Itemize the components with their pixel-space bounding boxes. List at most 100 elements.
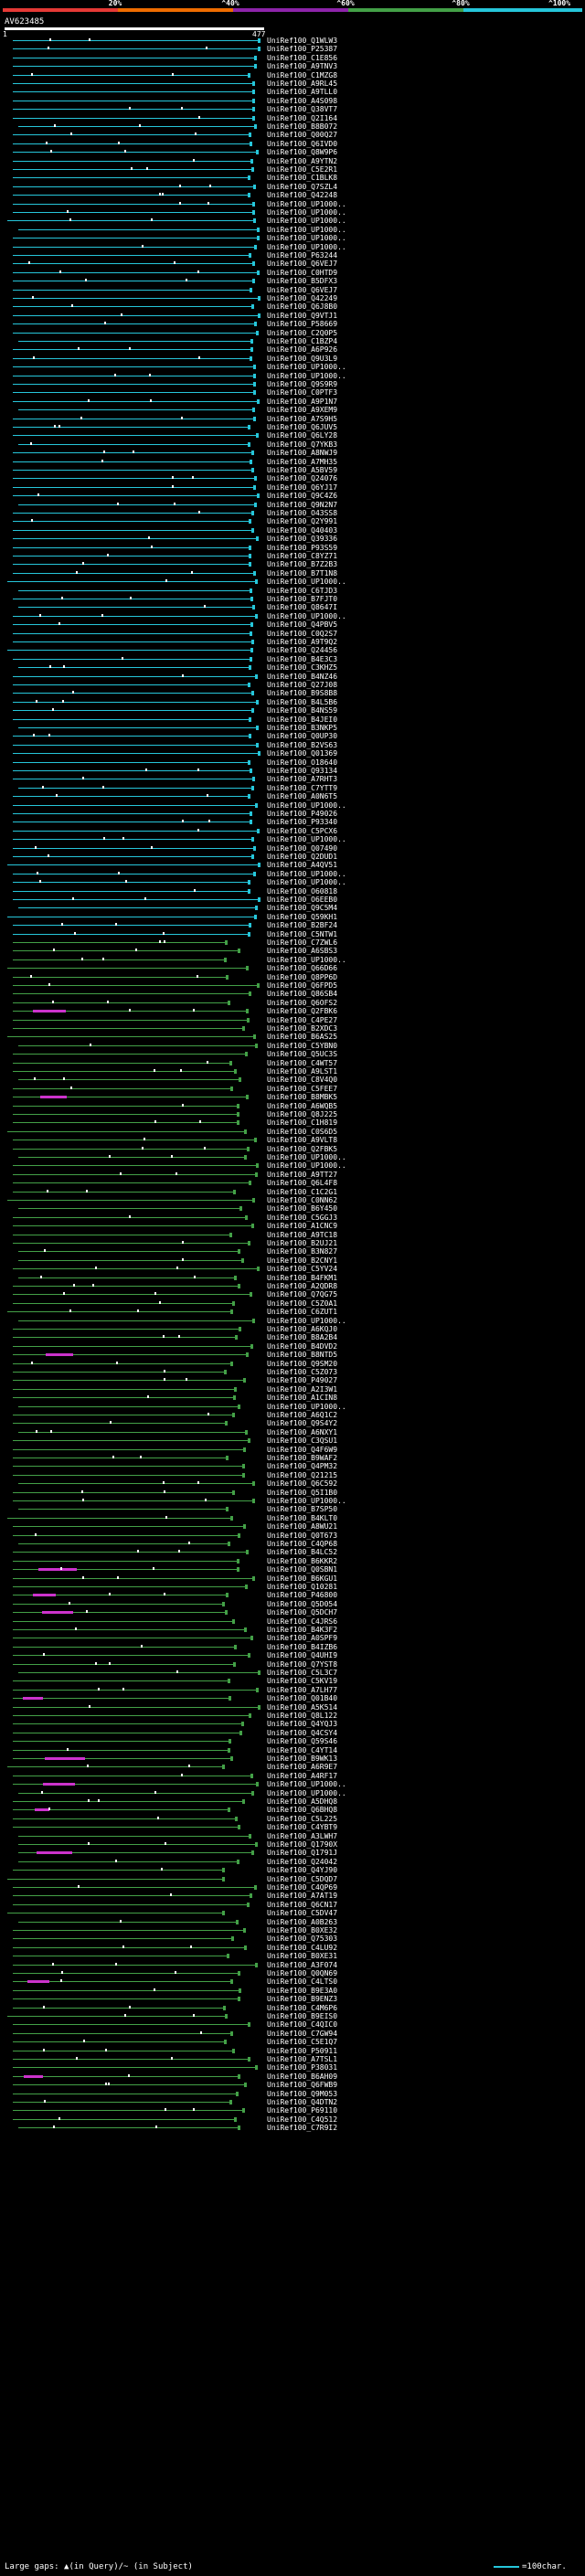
- hit-row[interactable]: UniRef100_C4QP68: [0, 1540, 585, 1548]
- hit-label[interactable]: UniRef100_Q9S4Y2: [267, 1419, 338, 1428]
- hit-row[interactable]: UniRef100_Q75303: [0, 1935, 585, 1943]
- hit-label[interactable]: UniRef100_Q8J225: [267, 1110, 338, 1118]
- hit-label[interactable]: UniRef100_Q4YJ90: [267, 1866, 338, 1875]
- hit-label[interactable]: UniRef100_C4Q512: [267, 2115, 338, 2124]
- hit-row[interactable]: UniRef100_Q4F6W9: [0, 1446, 585, 1454]
- hit-label[interactable]: UniRef100_A9TNV3: [267, 62, 338, 71]
- hit-row[interactable]: UniRef100_C0NN62: [0, 1196, 585, 1204]
- hit-label[interactable]: UniRef100_C0HTD9: [267, 268, 338, 277]
- hit-row[interactable]: UniRef100_B3N827: [0, 1247, 585, 1256]
- hit-label[interactable]: UniRef100_Q7QG75: [267, 1290, 338, 1299]
- hit-row[interactable]: UniRef100_C4Q512: [0, 2115, 585, 2124]
- hit-label[interactable]: UniRef100_C5DQD7: [267, 1874, 338, 1883]
- hit-label[interactable]: UniRef100_A2I3W1: [267, 1384, 338, 1394]
- hit-label[interactable]: UniRef100_UP1000..: [267, 363, 346, 372]
- hit-row[interactable]: UniRef100_Q07490: [0, 844, 585, 853]
- hit-row[interactable]: UniRef100_Q00Q27: [0, 131, 585, 139]
- hit-row[interactable]: UniRef100_Q9S4Y2: [0, 1419, 585, 1427]
- hit-row[interactable]: UniRef100_B8NTD5: [0, 1351, 585, 1359]
- hit-label[interactable]: UniRef100_Q6VEJ7: [267, 285, 338, 294]
- hit-row[interactable]: UniRef100_C3KHZ5: [0, 663, 585, 672]
- hit-label[interactable]: UniRef100_Q4UHI9: [267, 1651, 338, 1660]
- hit-label[interactable]: UniRef100_UP1000..: [267, 1780, 346, 1789]
- hit-label[interactable]: UniRef100_B9EIS0: [267, 2012, 338, 2020]
- hit-row[interactable]: UniRef100_Q1WLW3: [0, 37, 585, 45]
- hit-row[interactable]: UniRef100_B2CNY1: [0, 1256, 585, 1265]
- hit-row[interactable]: UniRef100_UP1000..: [0, 1161, 585, 1170]
- hit-row[interactable]: UniRef100_C5DQD7: [0, 1875, 585, 1883]
- hit-label[interactable]: UniRef100_UP1000..: [267, 234, 346, 243]
- hit-label[interactable]: UniRef100_B9E3A0: [267, 1986, 338, 1995]
- hit-row[interactable]: UniRef100_A5BV59: [0, 466, 585, 474]
- hit-label[interactable]: UniRef100_C5YV24: [267, 1265, 338, 1274]
- hit-row[interactable]: UniRef100_Q21215: [0, 1471, 585, 1479]
- hit-row[interactable]: UniRef100_A7LH77: [0, 1686, 585, 1694]
- hit-row[interactable]: UniRef100_B0XE31: [0, 1952, 585, 1960]
- hit-row[interactable]: UniRef100_C1MZG8: [0, 71, 585, 80]
- hit-row[interactable]: UniRef100_C4LTS0: [0, 1977, 585, 1986]
- hit-label[interactable]: UniRef100_Q6BHQ8: [267, 1806, 338, 1815]
- hit-row[interactable]: UniRef100_O18640: [0, 758, 585, 767]
- hit-label[interactable]: UniRef100_O43SS8: [267, 509, 338, 517]
- hit-row[interactable]: UniRef100_Q5D054: [0, 1600, 585, 1608]
- hit-row[interactable]: UniRef100_Q24456: [0, 646, 585, 654]
- hit-row[interactable]: UniRef100_C1BZP4: [0, 337, 585, 345]
- hit-row[interactable]: UniRef100_C4QIC0: [0, 2020, 585, 2029]
- hit-label[interactable]: UniRef100_A9LST1: [267, 1067, 338, 1076]
- hit-row[interactable]: UniRef100_A1CIN8: [0, 1394, 585, 1402]
- hit-label[interactable]: UniRef100_B6Y450: [267, 1204, 338, 1214]
- hit-row[interactable]: UniRef100_Q24042: [0, 1858, 585, 1866]
- hit-label[interactable]: UniRef100_C7ZWL6: [267, 938, 338, 947]
- hit-row[interactable]: UniRef100_B7FJT0: [0, 595, 585, 603]
- hit-row[interactable]: UniRef100_Q42248: [0, 191, 585, 199]
- hit-row[interactable]: UniRef100_Q6LY28: [0, 431, 585, 440]
- hit-row[interactable]: UniRef100_Q6FPD5: [0, 981, 585, 990]
- hit-row[interactable]: UniRef100_Q4YJ90: [0, 1866, 585, 1874]
- hit-label[interactable]: UniRef100_Q40403: [267, 525, 338, 535]
- hit-label[interactable]: UniRef100_Q86SB4: [267, 990, 338, 999]
- hit-label[interactable]: UniRef100_Q9C5M4: [267, 904, 338, 913]
- hit-label[interactable]: UniRef100_P46800: [267, 1591, 338, 1600]
- hit-label[interactable]: UniRef100_Q0UP30: [267, 732, 338, 741]
- hit-row[interactable]: UniRef100_A9TNV3: [0, 62, 585, 70]
- hit-label[interactable]: UniRef100_B4DVD2: [267, 1341, 338, 1351]
- hit-label[interactable]: UniRef100_Q6OFS2: [267, 998, 338, 1007]
- hit-label[interactable]: UniRef100_UP1000..: [267, 225, 346, 234]
- hit-label[interactable]: UniRef100_B4NZ46: [267, 672, 338, 681]
- hit-row[interactable]: UniRef100_Q6YJ17: [0, 483, 585, 492]
- hit-label[interactable]: UniRef100_B9ENZ3: [267, 1995, 338, 2004]
- hit-row[interactable]: UniRef100_C8YZ71: [0, 552, 585, 560]
- hit-label[interactable]: UniRef100_A1CIN8: [267, 1394, 338, 1403]
- hit-label[interactable]: UniRef100_C4PE27: [267, 1015, 338, 1024]
- hit-row[interactable]: UniRef100_B2XDC3: [0, 1024, 585, 1033]
- hit-row[interactable]: UniRef100_UP1000..: [0, 208, 585, 217]
- hit-row[interactable]: UniRef100_UP1000..: [0, 612, 585, 620]
- hit-row[interactable]: UniRef100_Q9S9R9: [0, 380, 585, 388]
- hit-label[interactable]: UniRef100_C4LU92: [267, 1943, 338, 1952]
- hit-label[interactable]: UniRef100_UP1000..: [267, 578, 346, 587]
- hit-row[interactable]: UniRef100_Q1790X: [0, 1840, 585, 1849]
- hit-label[interactable]: UniRef100_C5PCX6: [267, 826, 338, 835]
- hit-label[interactable]: UniRef100_A6NXY1: [267, 1427, 338, 1436]
- hit-row[interactable]: UniRef100_A2QDR8: [0, 1282, 585, 1290]
- hit-label[interactable]: UniRef100_C1E856: [267, 53, 338, 62]
- hit-row[interactable]: UniRef100_A6R9E7: [0, 1763, 585, 1771]
- hit-row[interactable]: UniRef100_A9T9Q2: [0, 638, 585, 646]
- hit-label[interactable]: UniRef100_B4FKM1: [267, 1273, 338, 1282]
- hit-label[interactable]: UniRef100_Q2FBK6: [267, 1007, 338, 1016]
- hit-label[interactable]: UniRef100_UP1000..: [267, 1161, 346, 1171]
- hit-label[interactable]: UniRef100_A4RF17: [267, 1771, 338, 1780]
- hit-label[interactable]: UniRef100_Q6L4F8: [267, 1179, 338, 1188]
- hit-row[interactable]: UniRef100_UP1000..: [0, 878, 585, 886]
- hit-row[interactable]: UniRef100_Q8J225: [0, 1110, 585, 1118]
- hit-row[interactable]: UniRef100_A9VLT8: [0, 1136, 585, 1144]
- hit-row[interactable]: UniRef100_UP1000..: [0, 801, 585, 810]
- hit-label[interactable]: UniRef100_Q24076: [267, 474, 338, 483]
- hit-label[interactable]: UniRef100_Q0T673: [267, 1531, 338, 1540]
- hit-row[interactable]: UniRef100_C4PE27: [0, 1016, 585, 1024]
- hit-row[interactable]: UniRef100_Q5DCH7: [0, 1608, 585, 1617]
- hit-label[interactable]: UniRef100_P69110: [267, 2106, 338, 2115]
- hit-label[interactable]: UniRef100_A9RL45: [267, 80, 338, 88]
- hit-row[interactable]: UniRef100_A9LST1: [0, 1067, 585, 1076]
- hit-row[interactable]: UniRef100_C6ZUT1: [0, 1308, 585, 1316]
